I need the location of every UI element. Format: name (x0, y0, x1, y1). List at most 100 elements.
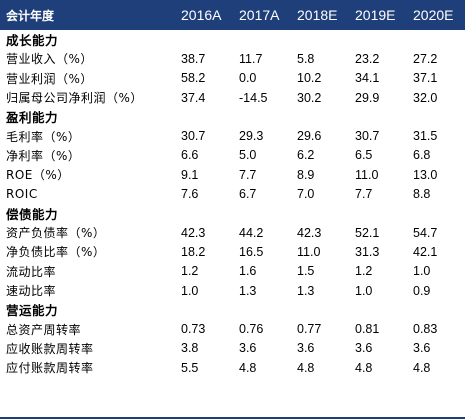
table-cell: 4.8 (355, 360, 373, 375)
header-year: 2017A (239, 7, 280, 23)
row-label: 应收账款周转率 (6, 341, 94, 356)
table-cell: 5.5 (181, 360, 199, 375)
table-cell: 34.1 (355, 71, 380, 86)
table-row: 营业收入（%） 38.7 11.7 5.8 23.2 27.2 (0, 49, 465, 68)
table-cell: 32.0 (413, 90, 438, 105)
row-label: 总资产周转率 (6, 322, 82, 337)
table-cell: 58.2 (181, 71, 206, 86)
table-row: 应付账款周转率 5.5 4.8 4.8 4.8 4.8 (0, 358, 465, 377)
table-row: 流动比率 1.2 1.6 1.5 1.2 1.0 (0, 262, 465, 281)
row-label: 资产负债率（%） (6, 226, 106, 241)
table-cell: 7.7 (355, 187, 373, 202)
table-cell: 6.8 (413, 148, 431, 163)
table-header-row: 会计年度 2016A 2017A 2018E 2019E 2020E (0, 0, 465, 30)
table-cell: 42.3 (181, 225, 206, 240)
header-year: 2020E (413, 7, 454, 23)
table-cell: 1.0 (413, 264, 431, 279)
table-row: 净负债比率（%） 18.2 16.5 11.0 31.3 42.1 (0, 242, 465, 261)
table-cell: 4.8 (297, 360, 315, 375)
table-cell: 1.3 (297, 283, 315, 298)
row-label: 营业利润（%） (6, 71, 93, 86)
section-label: 成长能力 (6, 33, 59, 49)
section-label: 盈利能力 (6, 110, 59, 126)
table-cell: 1.6 (239, 264, 257, 279)
table-cell: 6.7 (239, 187, 257, 202)
table-cell: 7.0 (297, 187, 315, 202)
table-cell: 11.0 (355, 167, 379, 182)
table-row: 总资产周转率 0.73 0.76 0.77 0.81 0.83 (0, 319, 465, 338)
table-cell: 6.6 (181, 148, 199, 163)
table-row: ROIC 7.6 6.7 7.0 7.7 8.8 (0, 184, 465, 203)
table-row: 毛利率（%） 30.7 29.3 29.6 30.7 31.5 (0, 126, 465, 145)
table-cell: 18.2 (181, 244, 206, 259)
section-label: 偿债能力 (6, 206, 59, 222)
financial-ratios-table: 会计年度 2016A 2017A 2018E 2019E 2020E 成长能力营… (0, 0, 465, 377)
table-row: 归属母公司净利润（%） 37.4 -14.5 30.2 29.9 32.0 (0, 88, 465, 107)
table-cell: 44.2 (239, 225, 264, 240)
table-cell: 38.7 (181, 51, 206, 66)
table-row: 净利率（%） 6.6 5.0 6.2 6.5 6.8 (0, 146, 465, 165)
row-label: 应付账款周转率 (6, 361, 94, 376)
table-row: ROE（%） 9.1 7.7 8.9 11.0 13.0 (0, 165, 465, 184)
table-cell: 0.81 (355, 322, 380, 337)
section-label: 营运能力 (6, 303, 59, 319)
table-cell: 16.5 (239, 244, 264, 259)
table-cell: 30.2 (297, 90, 322, 105)
table-cell: 52.1 (355, 225, 380, 240)
table-cell: 30.7 (355, 129, 380, 144)
table-row: 营业利润（%） 58.2 0.0 10.2 34.1 37.1 (0, 69, 465, 88)
table-cell: 31.5 (413, 129, 438, 144)
table-cell: 54.7 (413, 225, 438, 240)
table-cell: 13.0 (413, 167, 438, 182)
header-year: 2018E (297, 7, 338, 23)
table-cell: 9.1 (181, 167, 199, 182)
header-label: 会计年度 (6, 8, 55, 23)
table-row: 应收账款周转率 3.8 3.6 3.6 3.6 3.6 (0, 339, 465, 358)
table-cell: 11.0 (297, 244, 321, 259)
header-year: 2016A (181, 7, 222, 23)
table-cell: 1.0 (355, 283, 373, 298)
table-cell: 42.1 (413, 244, 438, 259)
table-cell: 5.0 (239, 148, 257, 163)
table-cell: 27.2 (413, 51, 438, 66)
row-label: 速动比率 (6, 284, 57, 298)
table-cell: 5.8 (297, 51, 315, 66)
table-cell: 0.73 (181, 322, 206, 337)
table-cell: 42.3 (297, 225, 322, 240)
table-cell: 3.8 (181, 341, 199, 356)
table-cell: 11.7 (239, 51, 263, 66)
table-cell: 3.6 (297, 341, 315, 356)
table-cell: 6.5 (355, 148, 373, 163)
bottom-rule (0, 417, 465, 419)
section-header-row: 盈利能力 (0, 107, 465, 126)
table-cell: 31.3 (355, 244, 380, 259)
table-cell: 7.7 (239, 167, 257, 182)
table-cell: 0.76 (239, 322, 264, 337)
table-cell: 4.8 (239, 360, 257, 375)
table-cell: 29.3 (239, 129, 264, 144)
table-row: 速动比率 1.0 1.3 1.3 1.0 0.9 (0, 281, 465, 300)
table-cell: 4.8 (413, 360, 431, 375)
table-cell: 0.9 (413, 283, 431, 298)
row-label: 归属母公司净利润（%） (6, 91, 143, 106)
table-cell: -14.5 (239, 90, 268, 105)
table-cell: 29.9 (355, 90, 380, 105)
section-header-row: 营运能力 (0, 300, 465, 319)
row-label: 毛利率（%） (6, 129, 81, 144)
table-cell: 3.6 (239, 341, 257, 356)
table-cell: 8.8 (413, 187, 431, 202)
table-cell: 1.2 (181, 264, 199, 279)
section-header-row: 成长能力 (0, 30, 465, 49)
table-cell: 1.5 (297, 264, 315, 279)
table-cell: 7.6 (181, 187, 199, 202)
table-cell: 1.2 (355, 264, 373, 279)
row-label: 净负债比率（%） (6, 245, 106, 260)
table-row: 资产负债率（%） 42.3 44.2 42.3 52.1 54.7 (0, 223, 465, 242)
table-body: 成长能力 营业收入（%） 38.7 11.7 5.8 23.2 27.2 营业利润（%） 58.… (0, 30, 465, 377)
row-label: 营业收入（%） (6, 52, 93, 67)
table-cell: 3.6 (413, 341, 431, 356)
table-cell: 8.9 (297, 167, 315, 182)
row-label: 净利率（%） (6, 148, 81, 163)
row-label: ROIC (6, 187, 38, 202)
